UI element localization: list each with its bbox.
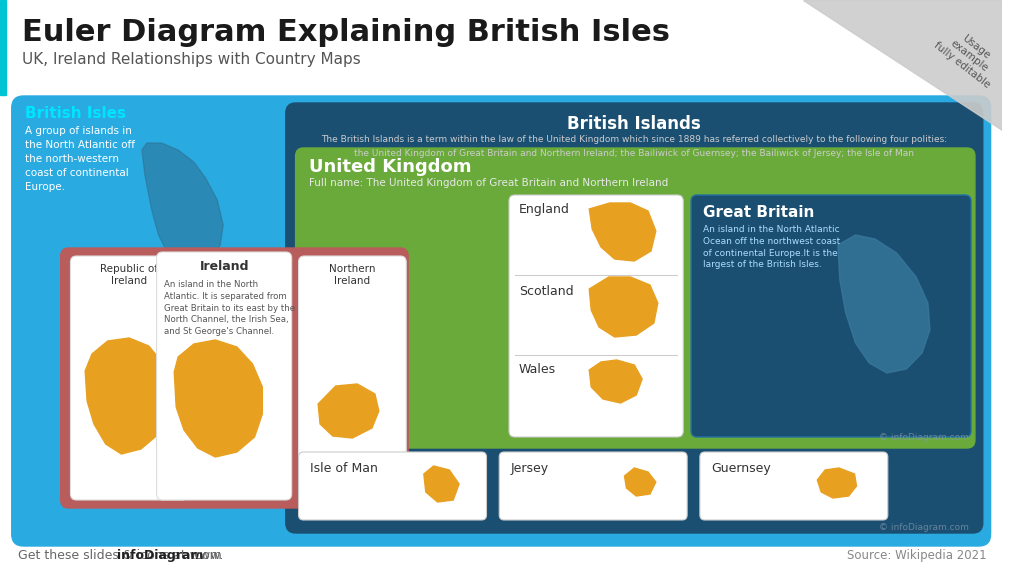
Text: Republic of
Ireland: Republic of Ireland	[100, 264, 158, 286]
FancyBboxPatch shape	[60, 248, 409, 508]
Text: Northern
Ireland: Northern Ireland	[329, 264, 376, 286]
FancyBboxPatch shape	[296, 148, 975, 448]
Text: Usage
example
fully editable: Usage example fully editable	[932, 22, 1007, 90]
Text: Ireland: Ireland	[200, 260, 249, 273]
FancyBboxPatch shape	[299, 256, 407, 504]
Polygon shape	[85, 338, 170, 454]
Text: A group of islands in
the North Atlantic off
the north-western
coast of continen: A group of islands in the North Atlantic…	[26, 126, 135, 192]
Polygon shape	[589, 277, 657, 337]
Text: The British Islands is a term within the law of the United Kingdom which since 1: The British Islands is a term within the…	[322, 135, 947, 144]
Text: Full name: The United Kingdom of Great Britain and Northern Ireland: Full name: The United Kingdom of Great B…	[309, 178, 669, 188]
FancyBboxPatch shape	[509, 195, 683, 437]
Polygon shape	[174, 340, 262, 457]
Polygon shape	[838, 235, 930, 373]
Text: Source: Wikipedia 2021: Source: Wikipedia 2021	[847, 549, 987, 562]
FancyBboxPatch shape	[157, 252, 292, 500]
Polygon shape	[589, 203, 655, 261]
Text: infoDiagram: infoDiagram	[118, 549, 204, 562]
FancyBboxPatch shape	[299, 452, 486, 520]
Text: Isle of Man: Isle of Man	[310, 462, 378, 475]
Polygon shape	[625, 468, 655, 496]
FancyBboxPatch shape	[691, 195, 971, 437]
FancyBboxPatch shape	[11, 96, 990, 546]
Text: Get these slides & icons at www.: Get these slides & icons at www.	[17, 549, 223, 562]
Text: Scotland: Scotland	[519, 285, 573, 298]
FancyBboxPatch shape	[500, 452, 687, 520]
Polygon shape	[424, 466, 459, 502]
Text: Euler Diagram Explaining British Isles: Euler Diagram Explaining British Isles	[22, 18, 670, 47]
Text: Great Britain: Great Britain	[702, 205, 814, 220]
Text: the United Kingdom of Great Britain and Northern Ireland; the Bailiwick of Guern: the United Kingdom of Great Britain and …	[354, 149, 914, 158]
Text: .com: .com	[191, 549, 222, 562]
Text: British Isles: British Isles	[26, 106, 126, 121]
Polygon shape	[142, 143, 223, 268]
Text: England: England	[519, 203, 569, 216]
FancyBboxPatch shape	[71, 256, 188, 500]
Polygon shape	[318, 384, 379, 438]
Polygon shape	[803, 0, 1002, 130]
Text: British Islands: British Islands	[567, 115, 701, 133]
Polygon shape	[817, 468, 856, 498]
Text: United Kingdom: United Kingdom	[309, 158, 472, 176]
Text: An island in the North Atlantic
Ocean off the northwest coast
of continental Eur: An island in the North Atlantic Ocean of…	[702, 225, 840, 270]
Polygon shape	[589, 360, 642, 403]
Text: Jersey: Jersey	[511, 462, 549, 475]
Text: © infoDiagram.com: © infoDiagram.com	[880, 433, 969, 442]
Text: UK, Ireland Relationships with Country Maps: UK, Ireland Relationships with Country M…	[22, 52, 360, 67]
Text: An island in the North
Atlantic. It is separated from
Great Britain to its east : An island in the North Atlantic. It is s…	[165, 280, 296, 336]
Text: © infoDiagram.com: © infoDiagram.com	[880, 523, 969, 532]
Text: Wales: Wales	[519, 363, 556, 376]
Text: Guernsey: Guernsey	[712, 462, 771, 475]
Bar	[0, 0, 6, 95]
FancyBboxPatch shape	[699, 452, 888, 520]
FancyBboxPatch shape	[286, 103, 983, 533]
